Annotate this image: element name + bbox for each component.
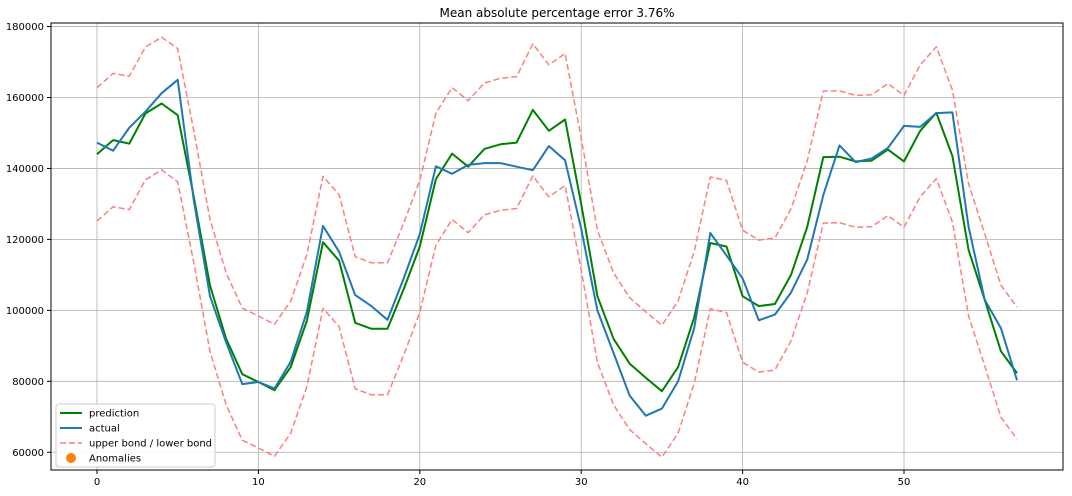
y-tick-label: 180000	[6, 22, 44, 33]
chart-title: Mean absolute percentage error 3.76%	[439, 6, 674, 20]
legend-label: Anomalies	[89, 454, 141, 465]
series-line-upper-bond-lower-bond	[96, 36, 1018, 327]
axis-ticks: 0 10 20 30 40 50 60000 80000 100000 120000 140000 1…	[6, 22, 911, 488]
legend-marker	[66, 453, 76, 463]
legend-box	[55, 403, 216, 468]
legend-label: prediction	[89, 409, 139, 420]
y-tick-label: 120000	[6, 235, 44, 246]
plot-frame	[50, 22, 1064, 471]
grid	[51, 23, 1063, 470]
x-tick-label: 30	[575, 477, 588, 488]
y-tick-label: 80000	[12, 377, 44, 388]
x-tick-label: 0	[94, 477, 100, 488]
legend: prediction actual upper bond / lower bond A…	[55, 403, 216, 468]
series-line-actual	[96, 78, 1018, 417]
y-tick-label: 140000	[6, 164, 44, 175]
series-line-prediction	[96, 102, 1018, 393]
legend-label: actual	[89, 424, 120, 435]
y-tick-label: 100000	[6, 306, 44, 317]
series-line-lower-bond	[96, 169, 1018, 458]
series-group	[96, 36, 1018, 458]
x-tick-label: 40	[736, 477, 749, 488]
legend-label: upper bond / lower bond	[89, 439, 212, 450]
x-tick-label: 10	[252, 477, 265, 488]
y-tick-label: 60000	[12, 448, 44, 459]
x-tick-label: 50	[898, 477, 911, 488]
x-tick-label: 20	[413, 477, 426, 488]
y-tick-label: 160000	[6, 93, 44, 104]
